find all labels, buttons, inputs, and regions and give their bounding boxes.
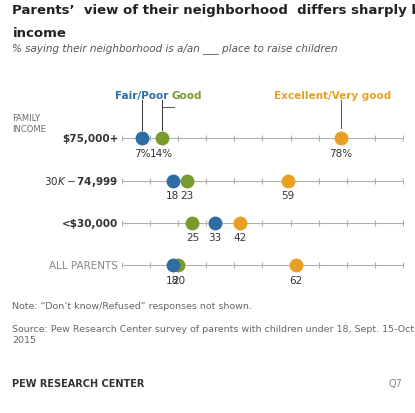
Text: income: income bbox=[12, 27, 66, 40]
Text: 62: 62 bbox=[290, 275, 303, 285]
Text: % saying their neighborhood is a/an ___ place to raise children: % saying their neighborhood is a/an ___ … bbox=[12, 43, 338, 54]
Text: 59: 59 bbox=[281, 190, 294, 200]
Point bbox=[284, 178, 291, 185]
Point bbox=[237, 220, 243, 227]
Text: 20: 20 bbox=[172, 275, 185, 285]
Text: Note: “Don’t know/Refused” responses not shown.: Note: “Don’t know/Refused” responses not… bbox=[12, 301, 252, 311]
Text: 33: 33 bbox=[208, 233, 222, 243]
Point bbox=[189, 220, 196, 227]
Text: 7%: 7% bbox=[134, 148, 150, 158]
Point bbox=[175, 263, 182, 269]
Text: 14%: 14% bbox=[150, 148, 173, 158]
Point bbox=[338, 135, 344, 142]
Text: 78%: 78% bbox=[330, 148, 352, 158]
Text: Fair/Poor: Fair/Poor bbox=[115, 91, 168, 101]
Point bbox=[159, 135, 165, 142]
Text: Good: Good bbox=[171, 91, 202, 101]
Text: PEW RESEARCH CENTER: PEW RESEARCH CENTER bbox=[12, 378, 145, 388]
Text: 42: 42 bbox=[234, 233, 247, 243]
Point bbox=[293, 263, 300, 269]
Text: Excellent/Very good: Excellent/Very good bbox=[274, 91, 391, 101]
Text: 25: 25 bbox=[186, 233, 199, 243]
Point bbox=[170, 178, 176, 185]
Text: Q7: Q7 bbox=[389, 378, 403, 388]
Point bbox=[183, 178, 190, 185]
Text: $30K-$74,999: $30K-$74,999 bbox=[44, 174, 118, 188]
Point bbox=[139, 135, 145, 142]
Text: ALL PARENTS: ALL PARENTS bbox=[49, 261, 118, 271]
Point bbox=[212, 220, 218, 227]
Text: 23: 23 bbox=[180, 190, 193, 200]
Point bbox=[170, 263, 176, 269]
Text: <$30,000: <$30,000 bbox=[62, 218, 118, 228]
Text: Parents’  view of their neighborhood  differs sharply by: Parents’ view of their neighborhood diff… bbox=[12, 4, 415, 17]
Text: $75,000+: $75,000+ bbox=[62, 134, 118, 144]
Text: Source: Pew Research Center survey of parents with children under 18, Sept. 15-O: Source: Pew Research Center survey of pa… bbox=[12, 324, 415, 344]
Text: 18: 18 bbox=[166, 275, 179, 285]
Text: FAMILY
INCOME: FAMILY INCOME bbox=[12, 114, 46, 134]
Text: 18: 18 bbox=[166, 190, 179, 200]
